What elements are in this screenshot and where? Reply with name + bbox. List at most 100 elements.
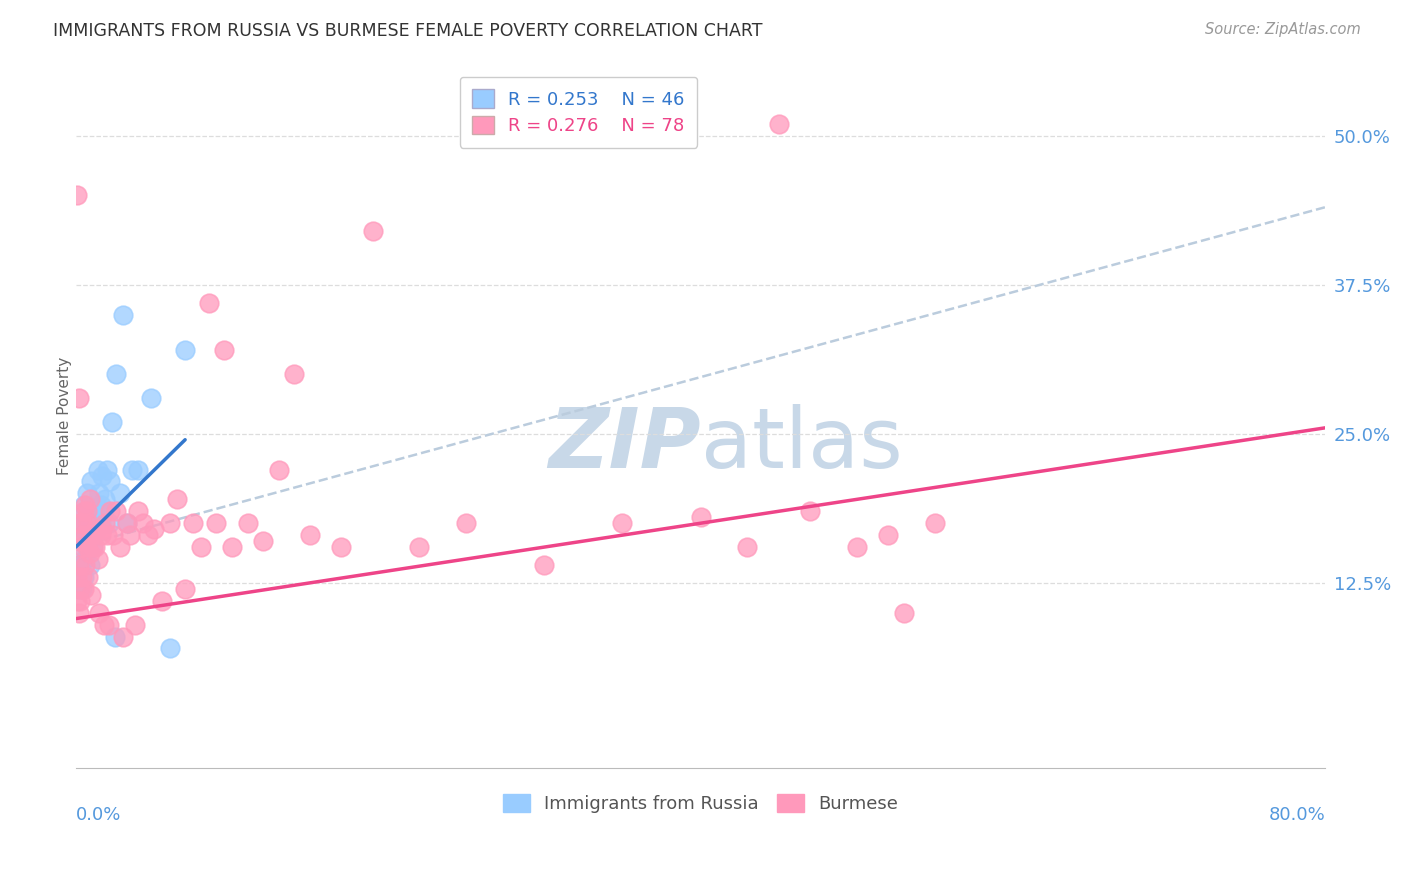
Point bbox=[72, 570, 94, 584]
Point bbox=[72, 504, 94, 518]
Point bbox=[69, 593, 91, 607]
Point bbox=[86, 462, 108, 476]
Point bbox=[117, 516, 139, 531]
Point bbox=[77, 504, 100, 518]
Point bbox=[97, 617, 120, 632]
Point bbox=[120, 528, 142, 542]
Point bbox=[72, 499, 94, 513]
Point bbox=[236, 516, 259, 531]
Point bbox=[70, 516, 93, 531]
Point bbox=[139, 391, 162, 405]
Point bbox=[877, 528, 900, 542]
Point bbox=[361, 224, 384, 238]
Point bbox=[79, 558, 101, 572]
Point bbox=[612, 516, 634, 531]
Point bbox=[77, 540, 100, 554]
Point bbox=[267, 462, 290, 476]
Point bbox=[66, 570, 89, 584]
Point bbox=[330, 540, 353, 554]
Point bbox=[105, 504, 128, 518]
Point bbox=[70, 582, 93, 596]
Point bbox=[77, 570, 100, 584]
Point bbox=[104, 630, 127, 644]
Point bbox=[67, 558, 90, 572]
Point bbox=[80, 475, 103, 489]
Point bbox=[111, 630, 134, 644]
Point bbox=[105, 367, 128, 381]
Point bbox=[69, 510, 91, 524]
Point bbox=[77, 516, 100, 531]
Point bbox=[84, 522, 107, 536]
Point bbox=[689, 510, 711, 524]
Point bbox=[93, 617, 115, 632]
Point bbox=[108, 486, 131, 500]
Point bbox=[96, 528, 118, 542]
Point bbox=[69, 534, 91, 549]
Point bbox=[159, 516, 181, 531]
Point bbox=[72, 528, 94, 542]
Point bbox=[67, 606, 90, 620]
Point bbox=[76, 534, 98, 549]
Text: 80.0%: 80.0% bbox=[1268, 806, 1326, 824]
Point bbox=[142, 522, 165, 536]
Point bbox=[98, 504, 121, 518]
Point bbox=[83, 516, 105, 531]
Point bbox=[283, 367, 305, 381]
Point bbox=[76, 486, 98, 500]
Point bbox=[121, 462, 143, 476]
Point bbox=[181, 516, 204, 531]
Point bbox=[75, 558, 97, 572]
Text: IMMIGRANTS FROM RUSSIA VS BURMESE FEMALE POVERTY CORRELATION CHART: IMMIGRANTS FROM RUSSIA VS BURMESE FEMALE… bbox=[53, 22, 763, 40]
Point bbox=[79, 528, 101, 542]
Point bbox=[89, 606, 111, 620]
Point bbox=[533, 558, 555, 572]
Point bbox=[111, 308, 134, 322]
Point bbox=[67, 582, 90, 596]
Point bbox=[174, 343, 197, 358]
Text: 0.0%: 0.0% bbox=[76, 806, 121, 824]
Point bbox=[91, 522, 114, 536]
Point bbox=[136, 528, 159, 542]
Point bbox=[66, 593, 89, 607]
Legend: Immigrants from Russia, Burmese: Immigrants from Russia, Burmese bbox=[494, 785, 907, 822]
Point bbox=[97, 516, 120, 531]
Point bbox=[80, 528, 103, 542]
Point bbox=[190, 540, 212, 554]
Point bbox=[456, 516, 478, 531]
Text: ZIP: ZIP bbox=[548, 403, 700, 484]
Point bbox=[127, 462, 149, 476]
Point bbox=[79, 546, 101, 560]
Point bbox=[84, 522, 107, 536]
Point bbox=[79, 492, 101, 507]
Text: atlas: atlas bbox=[700, 403, 903, 484]
Point bbox=[90, 528, 112, 542]
Point bbox=[108, 540, 131, 554]
Point bbox=[75, 516, 97, 531]
Point bbox=[75, 552, 97, 566]
Point bbox=[76, 504, 98, 518]
Point bbox=[100, 415, 122, 429]
Point bbox=[159, 641, 181, 656]
Point bbox=[174, 582, 197, 596]
Point bbox=[212, 343, 235, 358]
Point bbox=[69, 558, 91, 572]
Point bbox=[86, 552, 108, 566]
Point bbox=[205, 516, 228, 531]
Point bbox=[845, 540, 868, 554]
Point bbox=[93, 504, 115, 518]
Point bbox=[893, 606, 915, 620]
Point bbox=[80, 588, 103, 602]
Point bbox=[80, 516, 103, 531]
Point bbox=[96, 462, 118, 476]
Point bbox=[127, 504, 149, 518]
Point bbox=[70, 540, 93, 554]
Point bbox=[70, 516, 93, 531]
Point bbox=[924, 516, 946, 531]
Point bbox=[82, 540, 104, 554]
Point bbox=[91, 468, 114, 483]
Point bbox=[67, 391, 90, 405]
Point bbox=[67, 546, 90, 560]
Point bbox=[70, 570, 93, 584]
Point bbox=[69, 582, 91, 596]
Point bbox=[252, 534, 274, 549]
